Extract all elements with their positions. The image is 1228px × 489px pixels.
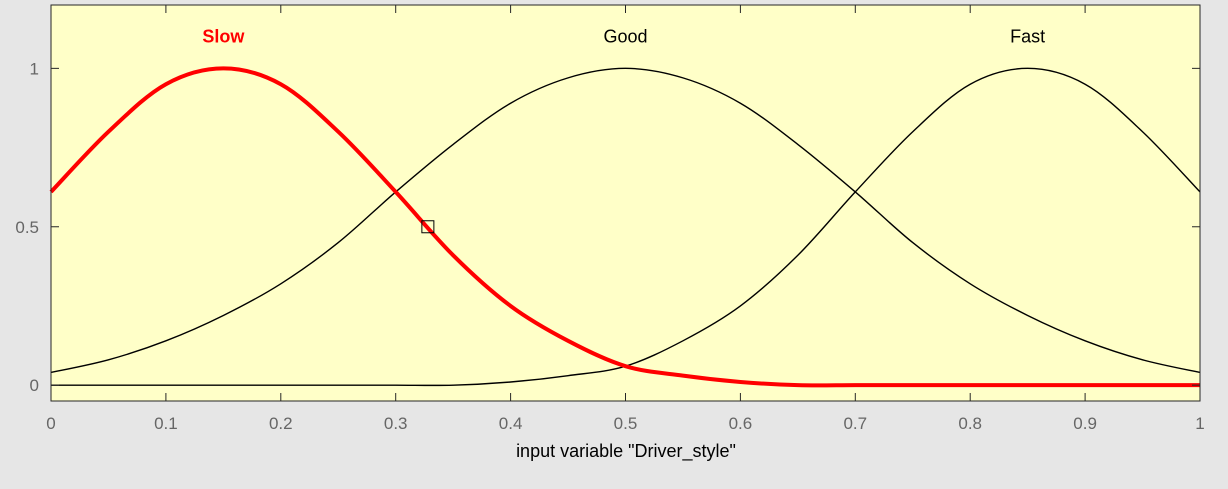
- x-axis: 0 0.1 0.2 0.3 0.4 0.5 0.6 0.7 0.8 0.9 1: [46, 5, 1205, 433]
- series-label-good: Good: [603, 27, 647, 47]
- y-tick-label: 1: [30, 59, 39, 78]
- x-tick-label: 0.4: [499, 414, 523, 433]
- selection-marker[interactable]: [421, 220, 435, 234]
- x-tick-label: 0.1: [154, 414, 178, 433]
- x-tick-label: 0: [46, 414, 55, 433]
- curves-layer: [49, 66, 1201, 388]
- x-tick-label: 0.7: [843, 414, 867, 433]
- x-tick-label: 0.3: [384, 414, 408, 433]
- series-line-good: [50, 67, 1201, 374]
- x-tick-label: 1: [1195, 414, 1204, 433]
- y-axis: 00.51: [15, 59, 1200, 395]
- series-labels-layer: Slow Good Fast: [202, 27, 1045, 47]
- plot-area: [51, 5, 1200, 401]
- x-tick-label: 0.5: [614, 414, 638, 433]
- y-tick-label: 0.5: [15, 218, 39, 237]
- y-tick-label: 0: [30, 376, 39, 395]
- x-tick-label: 0.6: [729, 414, 753, 433]
- marker-layer: [421, 220, 435, 234]
- x-axis-label: input variable "Driver_style": [516, 441, 736, 462]
- series-line-fast: [50, 67, 1201, 387]
- series-line-slow: [49, 66, 1200, 388]
- x-tick-label: 0.2: [269, 414, 293, 433]
- series-label-slow: Slow: [202, 27, 245, 47]
- series-label-fast: Fast: [1010, 27, 1045, 47]
- x-tick-label: 0.9: [1073, 414, 1097, 433]
- x-tick-label: 0.8: [958, 414, 982, 433]
